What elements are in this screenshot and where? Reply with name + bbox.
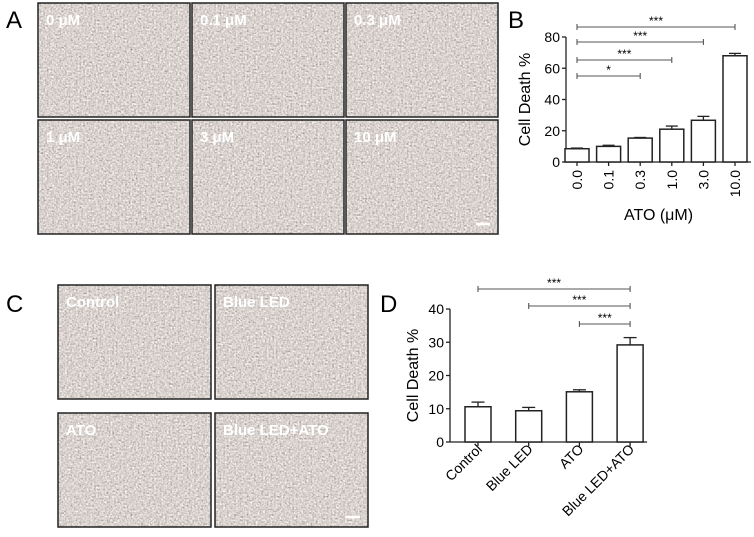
micrograph-c-2: ATO xyxy=(57,412,212,528)
micrograph-a-2: 0.3 μM xyxy=(345,2,499,118)
x-tick-label: 0.0 xyxy=(569,170,585,190)
image-border xyxy=(37,119,191,235)
panel-letter-a: A xyxy=(6,7,22,34)
bar xyxy=(564,147,590,163)
y-tick-label: 60 xyxy=(544,60,560,76)
x-tick-label: Control xyxy=(442,441,485,484)
image-label: Blue LED xyxy=(223,294,290,311)
significance-label: *** xyxy=(547,276,561,290)
image-border xyxy=(191,119,345,235)
y-tick-label: 0 xyxy=(552,154,560,170)
image-label: Blue LED+ATO xyxy=(223,422,329,439)
y-tick-label: 20 xyxy=(428,368,444,384)
image-label: 0.1 μM xyxy=(200,12,247,29)
image-border xyxy=(214,284,369,400)
y-tick-label: 80 xyxy=(544,29,560,45)
x-tick-label: ATO xyxy=(556,441,587,472)
micrograph-a-4: 3 μM xyxy=(191,119,345,235)
significance-label: *** xyxy=(572,293,586,307)
micrograph-image xyxy=(346,3,498,117)
y-tick-label: 10 xyxy=(428,401,444,417)
significance-label: * xyxy=(606,63,611,77)
x-tick-label: 1.0 xyxy=(664,170,680,190)
image-border xyxy=(57,284,212,400)
x-axis-label: ATO (μM) xyxy=(624,207,693,224)
micrograph-image xyxy=(38,120,190,234)
micrograph-image xyxy=(192,120,344,234)
bar xyxy=(627,137,653,163)
micrograph-image xyxy=(215,285,368,399)
image-label: 3 μM xyxy=(200,129,234,146)
image-border xyxy=(191,2,345,118)
y-axis-label: Cell Death % xyxy=(405,329,422,422)
image-label: ATO xyxy=(66,422,97,439)
x-tick-label: 0.3 xyxy=(632,170,648,190)
bar xyxy=(690,119,717,163)
image-border xyxy=(345,2,499,118)
significance-label: *** xyxy=(649,14,663,28)
x-tick-label: Blue LED xyxy=(483,441,536,494)
image-label: Control xyxy=(66,294,119,311)
micrograph-c-3: Blue LED+ATO xyxy=(214,412,369,528)
bar xyxy=(565,391,594,443)
x-tick-label: 0.1 xyxy=(601,170,617,190)
image-label: 10 μM xyxy=(354,129,397,146)
micrograph-a-3: 1 μM xyxy=(37,119,191,235)
micrograph-image xyxy=(58,413,211,527)
micrograph-image xyxy=(58,285,211,399)
bar xyxy=(595,145,622,163)
image-label: 0.3 μM xyxy=(354,12,401,29)
panel-letter-b: B xyxy=(508,7,524,34)
image-border xyxy=(214,412,369,528)
y-tick-label: 0 xyxy=(436,434,444,450)
x-tick-label: 10.0 xyxy=(727,170,743,197)
bar xyxy=(722,55,748,163)
y-tick-label: 40 xyxy=(428,301,444,317)
panel-letter-c: C xyxy=(6,291,23,318)
chart-b: 0 20 40 60 80 Cell Death % 0.0 0.1 0.3 1.0 3.0 10.0… xyxy=(517,14,751,224)
significance-label: *** xyxy=(617,47,631,61)
panel-letter-d: D xyxy=(380,291,397,318)
image-border xyxy=(57,412,212,528)
significance-label: *** xyxy=(598,311,612,325)
micrograph-image xyxy=(215,413,368,527)
micrograph-a-1: 0.1 μM xyxy=(191,2,345,118)
x-tick-label: 3.0 xyxy=(695,170,711,190)
micrograph-c-1: Blue LED xyxy=(214,284,369,400)
image-label: 0 μM xyxy=(46,12,80,29)
y-tick-label: 40 xyxy=(544,92,560,108)
image-border xyxy=(37,2,191,118)
micrograph-image xyxy=(38,3,190,117)
y-tick-label: 20 xyxy=(544,123,560,139)
bar xyxy=(464,406,492,443)
micrograph-image xyxy=(346,120,498,234)
image-label: 1 μM xyxy=(46,129,80,146)
micrograph-a-5: 10 μM xyxy=(345,119,499,235)
micrograph-c-0: Control xyxy=(57,284,212,400)
y-tick-label: 30 xyxy=(428,334,444,350)
bar xyxy=(514,409,543,443)
bar xyxy=(616,344,644,443)
micrograph-a-0: 0 μM xyxy=(37,2,191,118)
bar xyxy=(659,128,685,163)
y-axis-label: Cell Death % xyxy=(517,53,534,146)
micrograph-image xyxy=(192,3,344,117)
significance-label: *** xyxy=(633,29,647,43)
image-border xyxy=(345,119,499,235)
